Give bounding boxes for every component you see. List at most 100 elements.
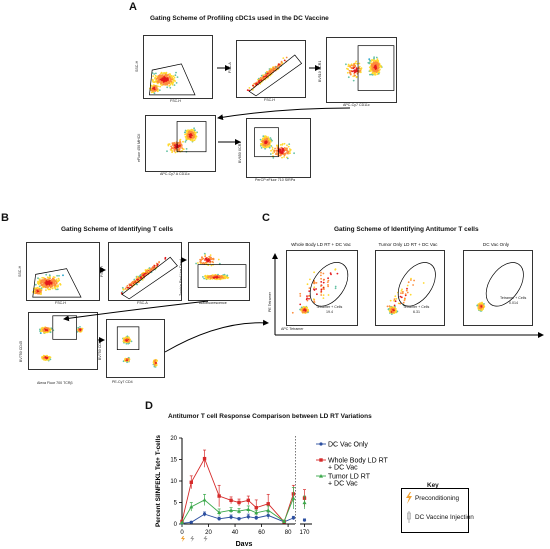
schedule-icon xyxy=(203,536,208,542)
key-title: Key xyxy=(427,482,439,489)
x-tick-label: 60 xyxy=(258,530,265,536)
data-point xyxy=(254,510,259,515)
data-point xyxy=(302,518,307,522)
data-point xyxy=(229,498,233,503)
data-point xyxy=(189,504,194,509)
tetramer-plot-title: Tumor Only LD RT + DC Vac xyxy=(378,242,438,247)
x-axis-label: FSC-A xyxy=(137,301,148,305)
data-point xyxy=(254,516,258,520)
tetramer-plot-dc-vac-only xyxy=(463,250,533,326)
key-item-dc-vaccine-injection: DC Vaccine Injection xyxy=(415,514,474,521)
tetramer-plot-tumor-only xyxy=(375,250,445,326)
x-tick-label: 0 xyxy=(180,530,184,536)
c-x-axis-label: APC Tetramer xyxy=(281,327,304,331)
chart-x-label: Days xyxy=(236,541,253,546)
x-tick-label: 20 xyxy=(205,530,212,536)
data-point xyxy=(237,517,241,521)
legend-label: Tumor LD RT + DC Vac xyxy=(328,473,371,487)
arrow-a3-a4 xyxy=(217,107,351,121)
data-point xyxy=(282,519,287,524)
gate-value: 6.31 xyxy=(413,310,420,314)
data-point xyxy=(202,512,207,516)
panel-c-title: Gating Scheme of Identifying Antitumor T… xyxy=(334,226,479,233)
data-point xyxy=(246,515,250,519)
x-axis-label: PerCP eFluor 710 SIRPα xyxy=(255,178,296,182)
key-item-preconditioning: Preconditioning xyxy=(415,495,460,502)
schedule-icon xyxy=(190,536,195,542)
chart-y-label: Percent SIINFEKL Tet+ T-cells xyxy=(155,435,162,527)
flow-plot-b1 xyxy=(26,242,100,301)
legend-marker xyxy=(319,474,323,478)
data-point xyxy=(266,513,270,517)
data-point xyxy=(202,456,207,461)
legend-marker xyxy=(319,458,323,462)
data-point xyxy=(237,509,242,513)
panel-letter-b: B xyxy=(1,212,9,224)
legend-label: DC Vac Only xyxy=(328,441,368,448)
x-axis-label: FSC-H xyxy=(264,98,275,102)
lightning-icon xyxy=(406,492,412,504)
data-point xyxy=(180,520,184,525)
gate-value: 19.4 xyxy=(326,310,333,314)
flow-plot-a4 xyxy=(145,115,216,172)
flow-plot-b3 xyxy=(188,242,250,301)
data-point xyxy=(217,510,222,514)
y-tick-label: 5 xyxy=(174,501,178,507)
gate-label: Tetramer + Cells xyxy=(316,305,343,309)
flow-plot-b5 xyxy=(106,319,165,378)
data-point xyxy=(189,520,193,524)
data-point xyxy=(246,507,251,511)
x-tick-label: 170 xyxy=(299,530,310,536)
data-point xyxy=(202,497,207,502)
data-point xyxy=(229,508,234,512)
tetramer-plot-title: Whole Body LD RT + DC Vac xyxy=(291,242,351,247)
gate-value: 0.014 xyxy=(509,301,518,305)
x-tick-label: 40 xyxy=(232,530,239,536)
schedule-icon xyxy=(181,536,185,542)
y-tick-label: 0 xyxy=(174,522,178,528)
tetramer-plot-title: DC Vac Only xyxy=(482,242,510,247)
flow-plot-b4 xyxy=(28,312,98,370)
x-axis-label: Autofluorescence xyxy=(199,301,227,305)
panel-d-title: Antitumor T cell Response Comparison bet… xyxy=(168,413,372,420)
panel-letter-d: D xyxy=(145,400,153,412)
panel-letter-c: C xyxy=(262,212,270,224)
flow-plot-a1 xyxy=(143,35,213,99)
y-tick-label: 20 xyxy=(170,436,177,442)
data-point xyxy=(302,500,307,505)
flow-plot-a5 xyxy=(246,118,311,178)
y-tick-label: 10 xyxy=(170,479,177,485)
legend-label: Whole Body LD RT + DC Vac xyxy=(328,457,389,471)
gate-label: Tetramer + Cells xyxy=(500,296,527,300)
panel-b-title: Gating Scheme of Identifying T cells xyxy=(61,226,173,233)
key-box xyxy=(401,488,469,533)
data-point xyxy=(217,494,221,498)
x-axis-label: FSC-H xyxy=(55,301,66,305)
legend-marker xyxy=(319,442,323,446)
arrow-b5-c xyxy=(164,319,269,353)
gate-label: Tetramer + Cells xyxy=(403,305,430,309)
arrow-b3-b4 xyxy=(63,300,209,322)
data-point xyxy=(254,505,258,510)
line-chart: 0 5 10 15 20 0 20 40 60 80 170 Days Percent SIINFEKL… xyxy=(155,435,389,546)
flow-plot-a2 xyxy=(236,40,306,98)
data-point xyxy=(291,516,295,520)
data-point xyxy=(217,517,221,521)
data-point xyxy=(229,515,233,519)
flow-plot-a3 xyxy=(326,37,397,103)
y-tick-label: 15 xyxy=(170,458,177,464)
data-point xyxy=(237,500,241,505)
panel-letter-a: A xyxy=(129,1,137,13)
tetramer-plot-whole-body xyxy=(286,250,358,326)
data-point xyxy=(266,502,270,506)
x-axis-label: APC-Cy7 CD11c xyxy=(343,103,370,107)
data-point xyxy=(246,498,251,503)
data-point xyxy=(266,508,271,512)
x-tick-label: 80 xyxy=(285,530,292,536)
data-point xyxy=(291,496,296,500)
panel-a-title: Gating Scheme of Profiling cDC1s used in… xyxy=(150,15,329,22)
x-axis-label: APC-Cy7 A CD11c xyxy=(160,172,190,176)
x-axis-label: Alexa Fluor 700 TCRβ xyxy=(37,381,73,385)
syringe-icon xyxy=(407,511,411,523)
